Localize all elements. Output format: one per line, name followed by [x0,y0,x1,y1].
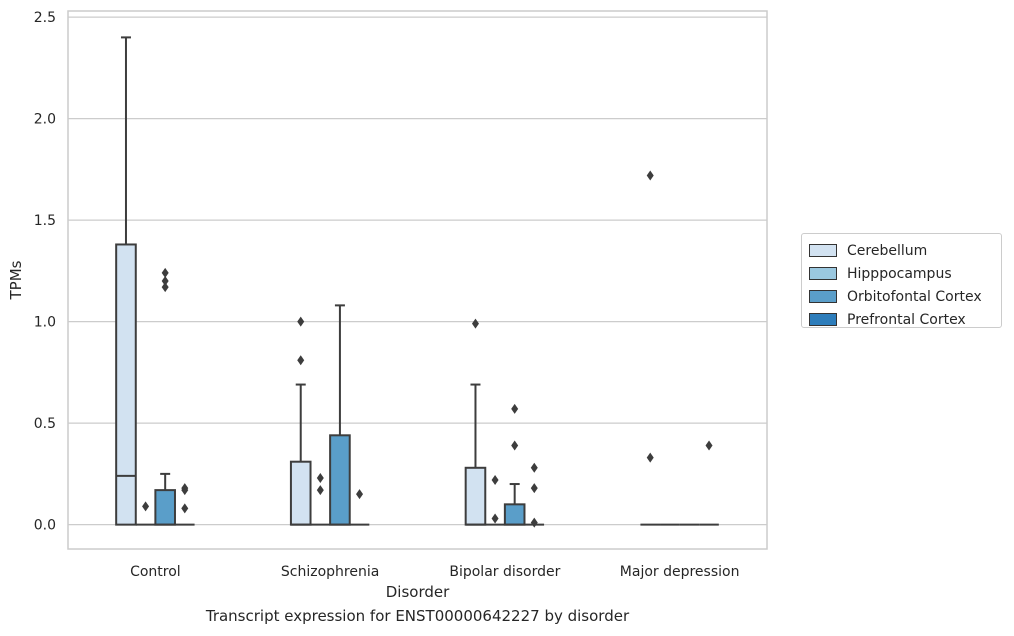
box-cerebellum [640,170,661,526]
y-tick-labels: 0.0 0.5 1.0 1.5 2.0 2.5 [34,10,56,534]
y-tick-label: 2.5 [34,10,56,26]
box-orbitofontal-cortex [154,267,176,526]
box-prefrontal-cortex [699,440,719,526]
chart-caption: Transcript expression for ENST0000064222… [205,607,630,625]
outlier-point [316,472,324,483]
box-orbitofontal-cortex [329,304,351,526]
outlier-point [511,403,519,414]
y-tick-label: 0.0 [34,518,56,534]
legend-item: Prefrontal Cortex [809,308,1001,331]
outlier-point [491,474,499,485]
outlier-point [356,489,364,500]
box-hipppocampus [135,501,156,526]
legend-label: Hipppocampus [847,265,952,282]
outlier-point [646,170,654,181]
y-axis-title: TPMs [7,260,25,300]
legend-label: Orbitofontal Cortex [847,288,982,305]
box-hipppocampus [310,472,331,526]
box-prefrontal-cortex [174,483,195,526]
box-cerebellum [464,318,487,526]
box [154,489,176,526]
legend-label: Prefrontal Cortex [847,311,966,328]
outlier-point [530,483,538,494]
box-series [115,36,719,528]
y-tick-label: 2.0 [34,112,56,128]
x-tick-labels: Control Schizophrenia Bipolar disorder Majo… [130,564,739,580]
outlier-point [297,316,305,327]
x-tick-label: Control [130,564,181,580]
outlier-point [530,517,538,528]
box-cerebellum [289,316,312,526]
box [289,460,312,526]
legend-swatch [809,290,837,303]
legend-item: Cerebellum [809,239,1001,262]
plot-frame [67,10,768,550]
box-cerebellum [115,36,137,526]
box [329,434,351,526]
outlier-point [646,452,654,463]
grid-lines [68,16,767,526]
legend-label: Cerebellum [847,242,928,259]
box [503,503,526,526]
outlier-point [161,267,169,278]
outlier-point [181,503,189,514]
box-prefrontal-cortex [524,462,545,528]
legend-item: Orbitofontal Cortex [809,285,1001,308]
outlier-point [316,485,324,496]
x-axis-title: Disorder [386,583,450,601]
outlier-point [511,440,519,451]
outlier-point [142,501,150,512]
x-tick-label: Major depression [620,564,740,580]
box [464,466,487,526]
box-orbitofontal-cortex [503,403,526,526]
box-prefrontal-cortex [349,489,370,526]
outlier-point [530,462,538,473]
outlier-point [161,276,169,287]
legend-swatch [809,267,837,280]
legend: Cerebellum Hipppocampus Orbitofontal Corte… [801,233,1002,328]
y-tick-label: 0.5 [34,416,56,432]
outlier-point [491,513,499,524]
outlier-point [705,440,713,451]
legend-swatch [809,313,837,326]
box-hipppocampus [485,474,505,526]
y-tick-label: 1.5 [34,213,56,229]
outlier-point [297,355,305,366]
legend-item: Hipppocampus [809,262,1001,285]
legend-swatch [809,244,837,257]
outlier-point [181,483,189,494]
y-tick-label: 1.0 [34,315,56,331]
outlier-point [161,282,169,293]
x-tick-label: Schizophrenia [281,564,379,580]
x-tick-label: Bipolar disorder [449,564,560,580]
box [115,243,137,526]
outlier-point [471,318,479,329]
